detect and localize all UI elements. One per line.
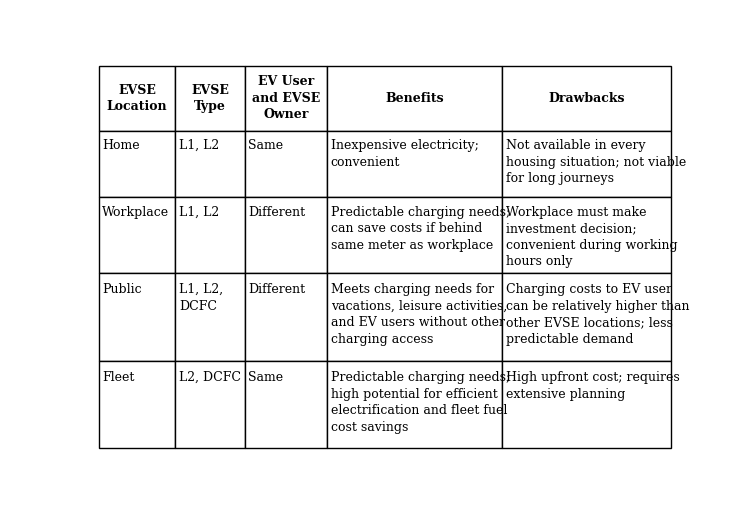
Text: Charging costs to EV user
can be relatively higher than
other EVSE locations; le: Charging costs to EV user can be relativ… (506, 283, 689, 346)
Bar (327, 131, 502, 196)
Text: High upfront cost; requires
extensive planning: High upfront cost; requires extensive pl… (506, 371, 680, 401)
Text: Different: Different (249, 283, 306, 296)
Bar (176, 273, 245, 360)
Bar (98, 273, 176, 360)
Bar (502, 196, 671, 273)
Text: Same: Same (249, 139, 284, 152)
Text: Predictable charging needs;
high potential for efficient
electrification and fle: Predictable charging needs; high potenti… (330, 371, 510, 434)
Bar (327, 66, 502, 131)
Text: Public: Public (102, 283, 142, 296)
Text: L2, DCFC: L2, DCFC (179, 371, 241, 384)
Bar (245, 131, 327, 196)
Bar (245, 360, 327, 448)
Bar (176, 66, 245, 131)
Text: EVSE
Location: EVSE Location (107, 83, 167, 113)
Bar (327, 360, 502, 448)
Bar (245, 273, 327, 360)
Text: EVSE
Type: EVSE Type (191, 83, 229, 113)
Text: Home: Home (102, 139, 140, 152)
Bar (176, 131, 245, 196)
Text: Not available in every
housing situation; not viable
for long journeys: Not available in every housing situation… (506, 139, 686, 185)
Text: L1, L2,
DCFC: L1, L2, DCFC (179, 283, 223, 313)
Text: L1, L2: L1, L2 (179, 206, 219, 219)
Bar (502, 66, 671, 131)
Text: L1, L2: L1, L2 (179, 139, 219, 152)
Bar (327, 196, 502, 273)
Text: Inexpensive electricity;
convenient: Inexpensive electricity; convenient (330, 139, 478, 168)
Text: Different: Different (249, 206, 306, 219)
Text: EV User
and EVSE
Owner: EV User and EVSE Owner (252, 75, 320, 122)
Bar (98, 196, 176, 273)
Text: Drawbacks: Drawbacks (548, 92, 625, 105)
Bar (176, 360, 245, 448)
Text: Predictable charging needs;
can save costs if behind
same meter as workplace: Predictable charging needs; can save cos… (330, 206, 510, 252)
Bar (98, 360, 176, 448)
Bar (176, 196, 245, 273)
Bar (98, 66, 176, 131)
Bar (502, 360, 671, 448)
Bar (502, 131, 671, 196)
Text: Same: Same (249, 371, 284, 384)
Text: Meets charging needs for
vacations, leisure activities,
and EV users without oth: Meets charging needs for vacations, leis… (330, 283, 507, 346)
Bar (98, 131, 176, 196)
Bar (327, 273, 502, 360)
Text: Workplace must make
investment decision;
convenient during working
hours only: Workplace must make investment decision;… (506, 206, 677, 268)
Text: Workplace: Workplace (102, 206, 170, 219)
Bar (245, 66, 327, 131)
Text: Benefits: Benefits (385, 92, 444, 105)
Bar (502, 273, 671, 360)
Bar (245, 196, 327, 273)
Text: Fleet: Fleet (102, 371, 134, 384)
